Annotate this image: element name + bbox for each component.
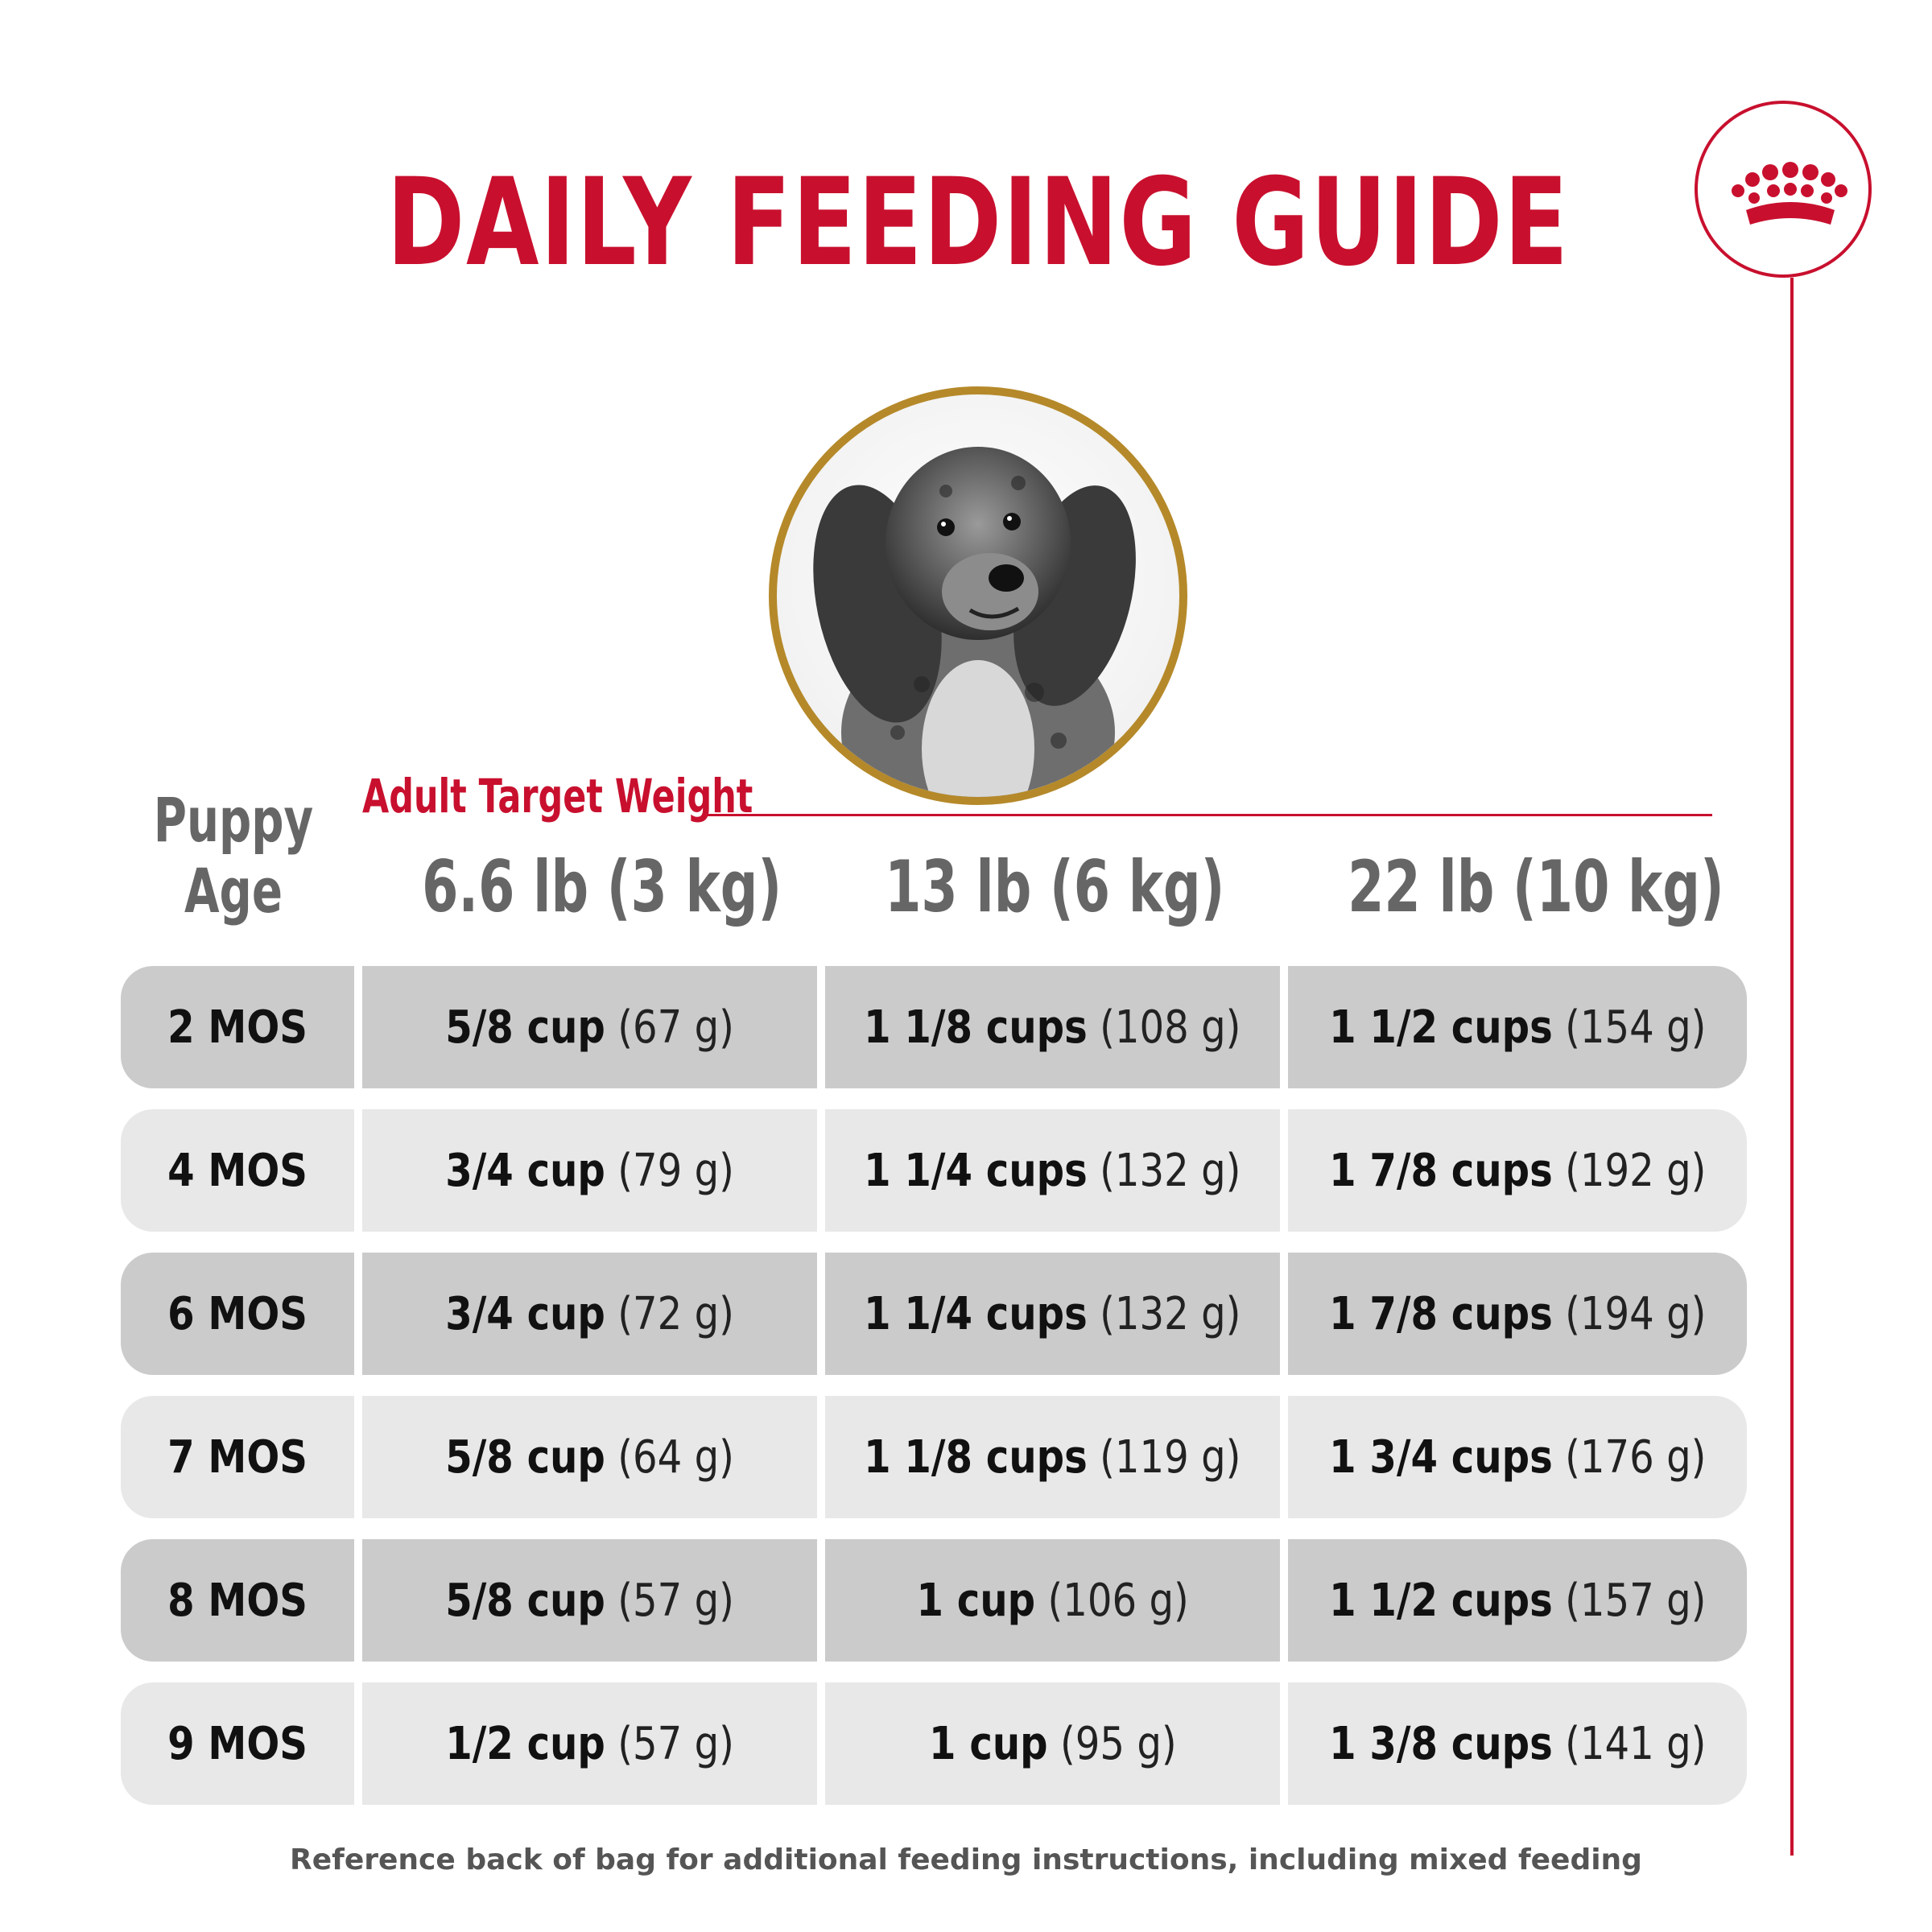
age-value: 9 MOS	[167, 1717, 308, 1770]
age-header-line1: Puppy	[153, 784, 314, 856]
cups: 1/2 cup	[445, 1717, 605, 1770]
age-cell: 7 MOS	[121, 1396, 354, 1518]
grams: (57 g)	[617, 1717, 734, 1770]
grams: (141 g)	[1564, 1717, 1707, 1770]
cups: 1 1/8 cups	[864, 1001, 1088, 1054]
age-value: 6 MOS	[167, 1287, 308, 1340]
grams: (106 g)	[1047, 1574, 1189, 1627]
cups: 1 3/4 cups	[1328, 1430, 1553, 1484]
amount-cell: 1 7/8 cups (194 g)	[1288, 1253, 1747, 1375]
target-weight-label: Adult Target Weight	[362, 769, 753, 824]
table-row: 2 MOS 5/8 cup (67 g) 1 1/8 cups (108 g) …	[121, 966, 1747, 1088]
amount-cell: 5/8 cup (57 g)	[362, 1539, 817, 1662]
grams: (95 g)	[1059, 1717, 1177, 1770]
table-row: 6 MOS 3/4 cup (72 g) 1 1/4 cups (132 g) …	[121, 1253, 1747, 1375]
target-weight-rule	[702, 814, 1712, 816]
table-row: 4 MOS 3/4 cup (79 g) 1 1/4 cups (132 g) …	[121, 1109, 1747, 1232]
cups: 1 1/4 cups	[864, 1144, 1088, 1197]
cups: 1 1/8 cups	[864, 1430, 1088, 1484]
table-row: 9 MOS 1/2 cup (57 g) 1 cup (95 g) 1 3/8 …	[121, 1682, 1747, 1805]
amount-cell: 1 7/8 cups (192 g)	[1288, 1109, 1747, 1232]
puppy-illustration	[813, 447, 1136, 797]
cups: 1 3/8 cups	[1328, 1717, 1553, 1770]
amount-cell: 1 cup (106 g)	[825, 1539, 1280, 1662]
grams: (157 g)	[1564, 1574, 1707, 1627]
amount-cell: 1 1/8 cups (108 g)	[825, 966, 1280, 1088]
brand-logo	[1695, 101, 1872, 278]
grams: (57 g)	[617, 1574, 734, 1627]
cups: 5/8 cup	[445, 1430, 605, 1484]
amount-cell: 3/4 cup (79 g)	[362, 1109, 817, 1232]
age-value: 4 MOS	[167, 1144, 308, 1197]
age-value: 7 MOS	[167, 1430, 308, 1484]
amount-cell: 1/2 cup (57 g)	[362, 1682, 817, 1805]
grams: (79 g)	[617, 1144, 734, 1197]
grams: (132 g)	[1100, 1287, 1241, 1340]
footnote: Reference back of bag for additional fee…	[290, 1843, 1642, 1876]
grams: (108 g)	[1100, 1001, 1241, 1054]
table-row: 8 MOS 5/8 cup (57 g) 1 cup (106 g) 1 1/2…	[121, 1539, 1747, 1662]
grams: (154 g)	[1564, 1001, 1707, 1054]
age-cell: 4 MOS	[121, 1109, 354, 1232]
grams: (194 g)	[1564, 1287, 1707, 1340]
amount-cell: 1 1/8 cups (119 g)	[825, 1396, 1280, 1518]
cups: 1 1/2 cups	[1328, 1001, 1553, 1054]
puppy-photo	[769, 386, 1187, 805]
amount-cell: 5/8 cup (67 g)	[362, 966, 817, 1088]
amount-cell: 5/8 cup (64 g)	[362, 1396, 817, 1518]
amount-cell: 1 3/8 cups (141 g)	[1288, 1682, 1747, 1805]
amount-cell: 3/4 cup (72 g)	[362, 1253, 817, 1375]
amount-cell: 1 1/4 cups (132 g)	[825, 1253, 1280, 1375]
age-cell: 8 MOS	[121, 1539, 354, 1662]
grams: (132 g)	[1100, 1144, 1241, 1197]
age-header: Puppy Age	[150, 785, 316, 927]
age-cell: 6 MOS	[121, 1253, 354, 1375]
age-header-line2: Age	[184, 855, 283, 927]
weight-header-3: 22 lb (10 kg)	[1348, 845, 1724, 928]
table-row: 7 MOS 5/8 cup (64 g) 1 1/8 cups (119 g) …	[121, 1396, 1747, 1518]
grams: (176 g)	[1564, 1430, 1707, 1484]
age-value: 2 MOS	[167, 1001, 308, 1054]
amount-cell: 1 1/2 cups (157 g)	[1288, 1539, 1747, 1662]
age-value: 8 MOS	[167, 1574, 308, 1627]
grams: (119 g)	[1100, 1430, 1241, 1484]
page-title: DAILY FEEDING GUIDE	[386, 153, 1570, 293]
cups: 5/8 cup	[445, 1574, 605, 1627]
crown-logo-icon	[1732, 162, 1847, 225]
amount-cell: 1 1/2 cups (154 g)	[1288, 966, 1747, 1088]
cups: 1 cup	[916, 1574, 1035, 1627]
grams: (72 g)	[617, 1287, 734, 1340]
cups: 1 cup	[928, 1717, 1048, 1770]
grams: (67 g)	[617, 1001, 734, 1054]
cups: 1 1/4 cups	[864, 1287, 1088, 1340]
cups: 3/4 cup	[445, 1144, 605, 1197]
cups: 5/8 cup	[445, 1001, 605, 1054]
cups: 1 7/8 cups	[1328, 1144, 1553, 1197]
weight-header-2: 13 lb (6 kg)	[885, 845, 1225, 928]
cups: 3/4 cup	[445, 1287, 605, 1340]
age-cell: 9 MOS	[121, 1682, 354, 1805]
amount-cell: 1 cup (95 g)	[825, 1682, 1280, 1805]
amount-cell: 1 3/4 cups (176 g)	[1288, 1396, 1747, 1518]
brand-line	[1790, 278, 1794, 1856]
grams: (64 g)	[617, 1430, 734, 1484]
amount-cell: 1 1/4 cups (132 g)	[825, 1109, 1280, 1232]
cups: 1 7/8 cups	[1328, 1287, 1553, 1340]
cups: 1 1/2 cups	[1328, 1574, 1553, 1627]
grams: (192 g)	[1564, 1144, 1707, 1197]
weight-header-1: 6.6 lb (3 kg)	[422, 845, 782, 928]
age-cell: 2 MOS	[121, 966, 354, 1088]
